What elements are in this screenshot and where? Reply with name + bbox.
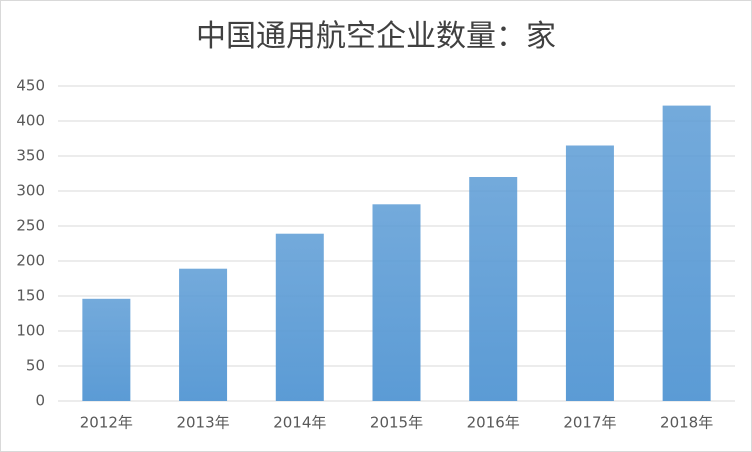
x-tick-label: 2014年: [273, 414, 326, 432]
bar: [82, 298, 131, 401]
x-tick-label: 2018年: [660, 414, 713, 432]
x-tick-label: 2016年: [467, 414, 520, 432]
bar: [565, 145, 614, 401]
y-tick-label: 100: [16, 322, 45, 340]
y-tick-label: 400: [16, 112, 45, 130]
y-tick-label: 300: [16, 182, 45, 200]
bar: [179, 268, 228, 401]
y-tick-label: 0: [35, 392, 45, 410]
y-tick-label: 200: [16, 252, 45, 270]
bar: [275, 233, 324, 401]
x-tick-label: 2012年: [80, 414, 133, 432]
bar: [662, 105, 711, 401]
y-tick-label: 150: [16, 287, 45, 305]
x-tick-label: 2013年: [176, 414, 229, 432]
y-tick-label: 50: [26, 357, 45, 375]
bar: [372, 204, 421, 401]
y-tick-label: 350: [16, 147, 45, 165]
y-tick-label: 450: [16, 77, 45, 95]
x-tick-label: 2017年: [563, 414, 616, 432]
bar: [469, 177, 518, 401]
x-tick-label: 2015年: [370, 414, 423, 432]
y-tick-label: 250: [16, 217, 45, 235]
chart-title: 中国通用航空企业数量：家: [196, 19, 556, 54]
